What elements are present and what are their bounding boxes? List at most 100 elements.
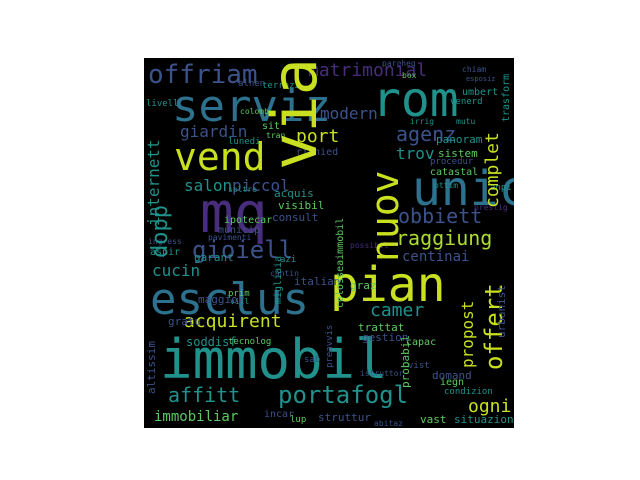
word-umbert: umbert bbox=[462, 87, 499, 98]
word-esclus: esclus bbox=[150, 274, 309, 325]
word-condizion: condizion bbox=[444, 387, 493, 397]
word-trattat: trattat bbox=[358, 321, 405, 334]
word-prestig: prestig bbox=[474, 203, 508, 212]
word-box: box bbox=[402, 71, 417, 80]
word-procedur: procedur bbox=[430, 157, 474, 167]
word-matrimonial: matrimonial bbox=[308, 60, 428, 81]
word-richied: richied bbox=[296, 147, 339, 158]
word-chiam: chiam bbox=[462, 65, 487, 74]
word-alnen: alnen bbox=[238, 79, 266, 89]
word-altissim: altissim bbox=[145, 341, 158, 394]
word-rom: rom bbox=[372, 72, 459, 128]
word-serviz: serviz bbox=[172, 81, 331, 132]
word-cucin: cucin bbox=[152, 261, 201, 280]
word-probabil: probabil bbox=[399, 335, 412, 388]
word-mutu: mutu bbox=[456, 117, 476, 126]
word-immobiliar: immobiliar bbox=[154, 409, 239, 425]
word-capac: capac bbox=[406, 337, 437, 348]
word-livell: livell bbox=[146, 99, 179, 109]
word-lup: lup bbox=[290, 415, 307, 425]
word-iegn: iegn bbox=[440, 377, 465, 388]
word-soltre: soltre bbox=[228, 185, 257, 194]
word-camer: camer bbox=[370, 300, 425, 321]
word-pian: pian bbox=[330, 257, 446, 313]
word-affitt: affitt bbox=[168, 383, 241, 407]
word-municip: municip bbox=[218, 225, 261, 236]
word-urbanist: urbanist bbox=[495, 285, 508, 338]
word-cantin: cantin bbox=[270, 269, 299, 278]
word-trasform: trasform bbox=[501, 73, 512, 122]
word-mq: mq bbox=[200, 181, 268, 246]
word-domand: domand bbox=[432, 369, 472, 382]
word-pavimenti: pavimenti bbox=[208, 233, 252, 242]
word-offriam: offriam bbox=[148, 60, 258, 90]
word-aspir: aspir bbox=[150, 247, 181, 258]
word-immobil: immobil bbox=[160, 328, 388, 391]
word-sit: sit bbox=[262, 121, 281, 132]
word-centinai: centinai bbox=[402, 249, 470, 265]
word-terrazz: terrazz bbox=[262, 81, 300, 91]
word-colomb: colomb bbox=[240, 107, 269, 116]
word-panoram: panoram bbox=[436, 133, 483, 146]
word-agenz: agenz bbox=[396, 122, 457, 146]
word-gestion: gestion bbox=[362, 331, 409, 344]
word-port: port bbox=[296, 126, 340, 147]
word-ingress: ingress bbox=[148, 237, 182, 246]
word-esposiz: esposiz bbox=[466, 75, 496, 83]
word-ottim: ottim bbox=[434, 181, 459, 190]
word-via: via bbox=[258, 58, 331, 170]
word-venerd: venerd bbox=[450, 97, 483, 107]
word-graz: graz bbox=[350, 279, 377, 292]
word-piccol: piccol bbox=[232, 176, 290, 195]
word-trov: trov bbox=[396, 144, 435, 163]
word-possibil: possibil bbox=[350, 241, 389, 250]
word-prim: prim bbox=[228, 289, 250, 299]
word-visibil: visibil bbox=[278, 199, 325, 212]
word-complet: complet bbox=[482, 132, 503, 208]
word-internett: internett bbox=[144, 139, 163, 226]
word-istruttor: istruttor bbox=[360, 369, 404, 378]
word-tecnolog: tecnolog bbox=[228, 337, 272, 347]
word-azi: azi bbox=[280, 255, 297, 265]
word-ogni: ogni bbox=[468, 396, 512, 417]
word-maggior: maggior bbox=[198, 293, 245, 306]
word-vist: vist bbox=[408, 361, 430, 371]
word-ipotecar: ipotecar bbox=[224, 215, 273, 226]
word-sab: sab bbox=[304, 355, 321, 365]
word-salon: salon bbox=[184, 176, 233, 195]
word-gratu: gratu bbox=[168, 315, 202, 328]
word-sistem: sistem bbox=[438, 147, 478, 160]
word-gioiell: gioiell bbox=[192, 236, 294, 264]
word-soddisf: soddisf bbox=[186, 335, 237, 349]
word-unic: unic bbox=[412, 161, 514, 217]
word-raggiung: raggiung bbox=[396, 226, 493, 250]
word-vill: vill bbox=[230, 297, 250, 306]
word-colosseo: colosseaimmobil bbox=[335, 217, 346, 308]
word-garant: garant bbox=[194, 251, 234, 264]
word-lunedi: lunedi bbox=[228, 137, 261, 147]
word-catastal: catastal bbox=[430, 167, 479, 178]
word-incar: incar bbox=[264, 409, 295, 420]
word-irrig: irrig bbox=[410, 117, 435, 126]
word-anpi: anpi bbox=[490, 183, 512, 193]
word-giardin: giardin bbox=[180, 122, 248, 141]
word-cloud: immobil mq pian esclus serviz rom vend u… bbox=[144, 58, 514, 428]
word-struttur: struttur bbox=[318, 411, 371, 424]
word-vend: vend bbox=[174, 135, 266, 179]
word-obbiett: obbiett bbox=[398, 204, 483, 228]
word-abitaz: abitaz bbox=[374, 419, 403, 428]
word-preavvis: preavvis bbox=[325, 324, 335, 368]
word-acquirent: acquirent bbox=[184, 311, 282, 332]
word-vast: vast bbox=[420, 413, 447, 426]
word-acquis: acquis bbox=[274, 187, 314, 200]
word-consult: consult bbox=[272, 211, 319, 224]
word-italian: italian bbox=[294, 275, 341, 288]
word-situazion: situazion bbox=[454, 413, 514, 426]
word-parcheg: parcheg bbox=[382, 59, 416, 68]
word-nuov: nuov bbox=[363, 170, 407, 262]
word-portafogl: portafogl bbox=[278, 381, 409, 409]
word-tran: tran bbox=[266, 131, 286, 140]
word-modern: modern bbox=[320, 104, 378, 123]
word-propost: propost bbox=[458, 300, 477, 368]
word-migliaia: migliaia bbox=[273, 255, 284, 304]
